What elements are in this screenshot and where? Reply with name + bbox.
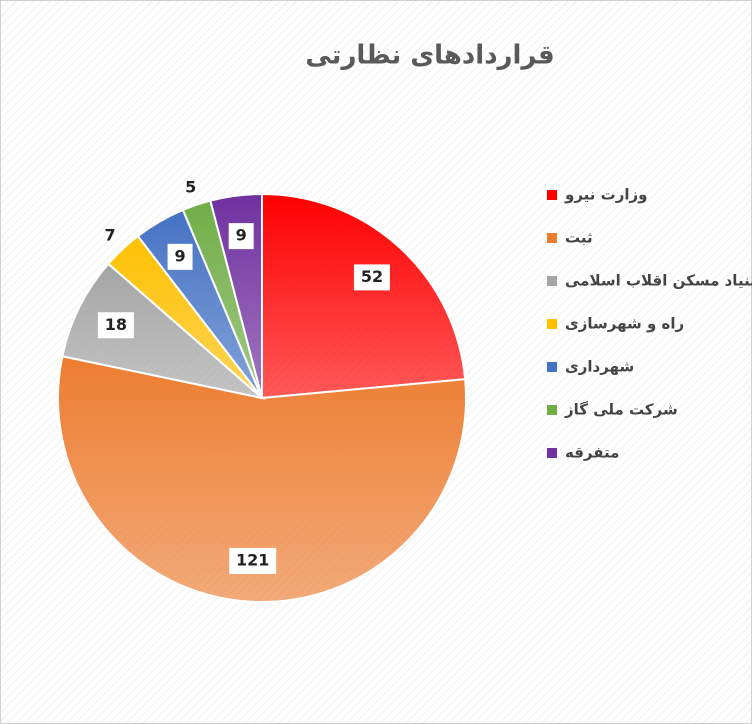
pie-slice [57, 355, 467, 603]
legend-marker [547, 276, 557, 286]
legend-label: وزارت نیرو [564, 186, 647, 204]
data-label: 121 [236, 550, 269, 569]
legend-label: ثبت [565, 229, 593, 247]
data-label-box [228, 223, 254, 250]
legend-marker [547, 448, 557, 458]
legend-marker [547, 233, 557, 243]
legend-label: راه و شهرسازی [565, 315, 684, 333]
data-label-box [229, 547, 277, 574]
data-label: 9 [174, 246, 185, 265]
data-label-box [167, 243, 193, 270]
pie-slice [261, 192, 467, 400]
legend-marker [547, 405, 557, 415]
data-label-box [353, 264, 390, 291]
legend-marker [547, 190, 557, 200]
data-label: 18 [105, 315, 127, 334]
legend-label: بنیاد مسکن اقلاب اسلامی [565, 272, 752, 290]
data-label: 9 [236, 226, 247, 245]
legend-marker [547, 319, 557, 329]
data-label: 52 [361, 267, 383, 286]
legend-label: شهرداری [565, 358, 634, 376]
chart-title: قراردادهای نظارتی [305, 41, 554, 71]
legend-label: شرکت ملی گاز [564, 401, 678, 419]
pie-slice [61, 262, 266, 400]
data-label-box [97, 312, 134, 339]
legend-label: متفرقه [565, 444, 619, 462]
data-label: 7 [105, 226, 116, 245]
legend-marker [547, 362, 557, 372]
data-label: 5 [185, 177, 196, 196]
